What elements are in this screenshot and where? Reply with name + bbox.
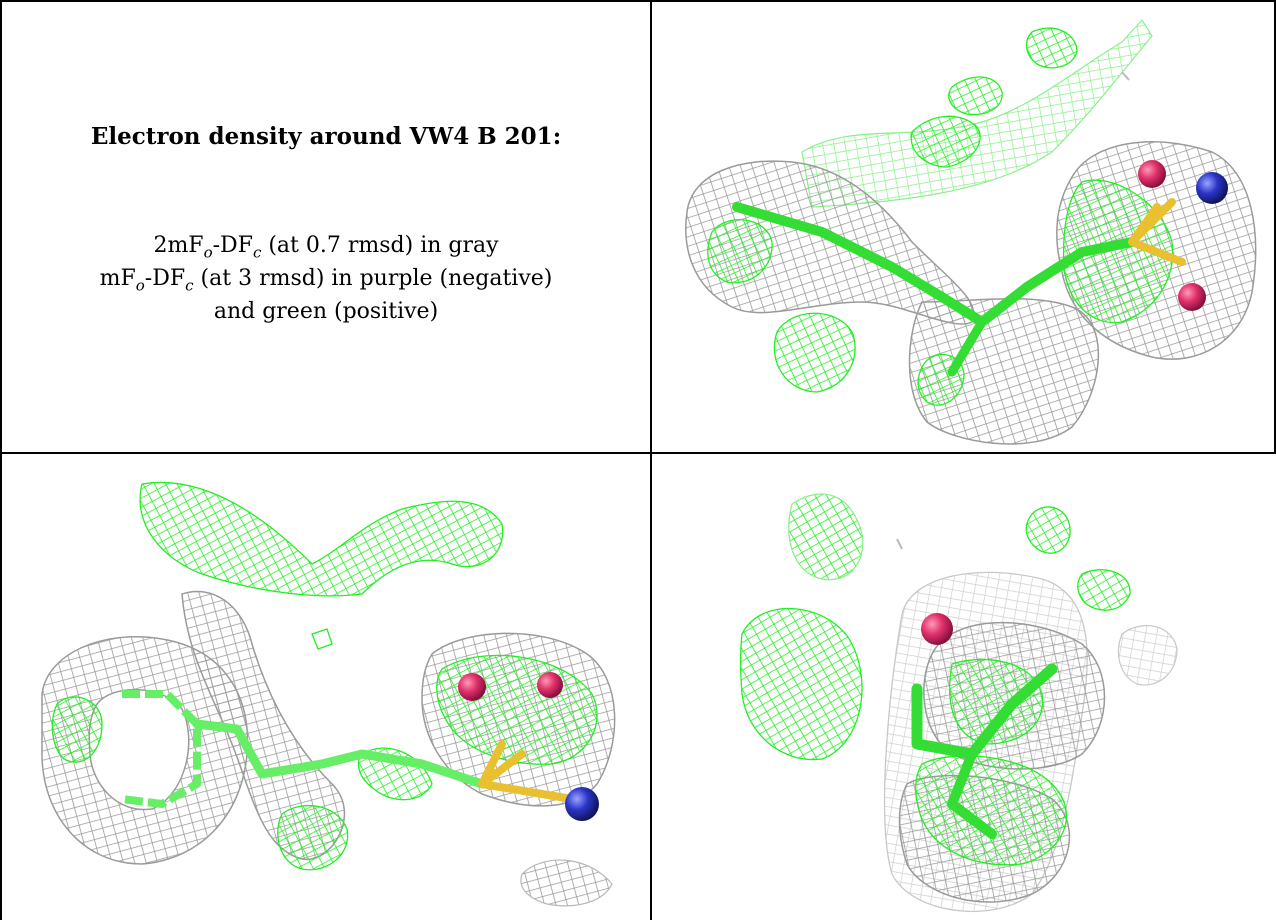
border-left [0,0,2,920]
caption-text: mF [99,266,136,291]
subscript: o [135,276,145,295]
subscript: c [252,243,262,262]
nitrogen-atom [1196,172,1228,204]
oxygen-atom [921,613,953,645]
caption-text: -DF [212,233,253,258]
caption-text: 2mF [153,233,204,258]
subscript: o [203,243,213,262]
oxygen-atom [458,673,486,701]
divider-vertical [650,0,652,920]
density-panel-top-right [652,2,1274,452]
density-panel-bottom-right [652,454,1276,920]
border-top [0,0,1276,2]
caption-text: (at 3 rmsd) in purple (negative) [193,266,553,291]
density-image-3 [739,493,1178,912]
density-image-2 [41,481,616,907]
oxygen-atom [537,672,563,698]
oxygen-atom [1138,160,1166,188]
density-image-1 [685,19,1257,445]
legend-cell: Electron density around VW4 B 201: 2mFo-… [3,3,649,449]
oxygen-atom [1178,283,1206,311]
figure-heading: Electron density around VW4 B 201: [90,123,562,150]
figure-caption: 2mFo-DFc (at 0.7 rmsd) in gray mFo-DFc (… [3,229,649,328]
density-panel-bottom-left [2,454,650,920]
caption-text: (at 0.7 rmsd) in gray [261,233,499,258]
divider-horizontal [0,452,1276,454]
subscript: c [185,276,194,295]
caption-line-2: mFo-DFc (at 3 rmsd) in purple (negative) [3,262,649,295]
nitrogen-atom [565,787,599,821]
caption-line-1: 2mFo-DFc (at 0.7 rmsd) in gray [3,229,649,262]
caption-text: -DF [144,266,186,291]
border-right [1274,0,1276,454]
caption-line-3: and green (positive) [213,299,439,324]
